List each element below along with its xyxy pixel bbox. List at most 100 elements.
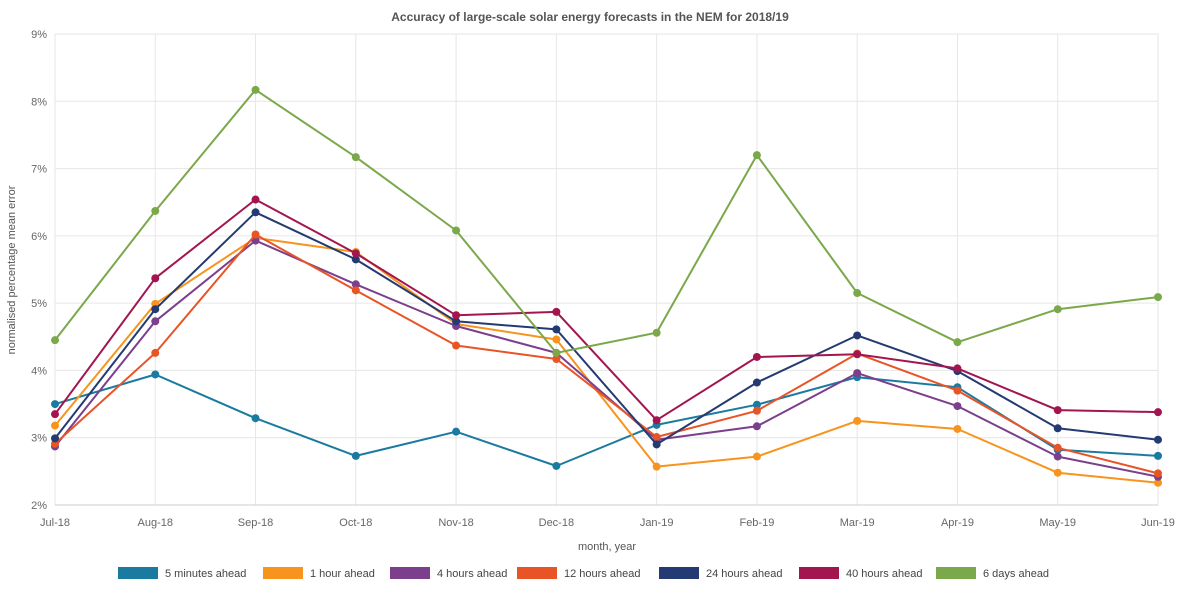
data-point [351, 153, 360, 162]
data-point [1154, 451, 1162, 460]
data-point [853, 369, 862, 378]
legend-label: 40 hours ahead [846, 568, 922, 580]
series-line [54, 198, 1159, 422]
chart-title: Accuracy of large-scale solar energy for… [391, 10, 789, 24]
data-point [151, 274, 160, 283]
data-point [452, 311, 461, 320]
data-point [652, 440, 661, 449]
series-4-hours-ahead [51, 236, 1162, 481]
x-tick-label: Sep-18 [238, 517, 273, 529]
data-point [552, 335, 561, 344]
y-axis-label: normalised percentage mean error [6, 185, 18, 354]
legend-item: 6 days ahead [936, 567, 1049, 580]
series-12-hours-ahead [51, 230, 1162, 478]
y-tick-label: 6% [31, 231, 47, 243]
y-tick-label: 5% [31, 298, 47, 310]
data-point [151, 348, 160, 357]
legend-label: 4 hours ahead [437, 568, 507, 580]
data-point [351, 255, 360, 264]
legend-label: 1 hour ahead [310, 568, 375, 580]
legend-item: 40 hours ahead [799, 567, 922, 580]
data-point [51, 400, 59, 409]
x-tick-label: Oct-18 [339, 517, 372, 529]
data-point [1154, 435, 1162, 444]
x-tick-label: Dec-18 [539, 517, 574, 529]
data-point [351, 280, 360, 289]
data-point [752, 400, 761, 409]
x-axis-ticks: Jul-18 Aug-18 Sep-18 Oct-18 Nov-18 Dec-18 Jan-… [40, 517, 1175, 529]
series-6-days-ahead [51, 85, 1162, 357]
x-tick-label: Jun-19 [1141, 517, 1175, 529]
data-point [953, 402, 962, 411]
data-point [652, 328, 661, 337]
legend-label: 12 hours ahead [564, 568, 640, 580]
legend-label: 5 minutes ahead [165, 568, 246, 580]
grid [54, 33, 1159, 506]
legend-label: 24 hours ahead [706, 568, 782, 580]
data-point [1154, 408, 1162, 417]
data-point [151, 206, 160, 215]
data-point [1053, 452, 1062, 461]
x-tick-label: Jan-19 [640, 517, 674, 529]
legend-item: 1 hour ahead [263, 567, 375, 580]
x-tick-label: Feb-19 [739, 517, 774, 529]
data-point [1053, 305, 1062, 314]
data-point [151, 317, 160, 326]
y-tick-label: 9% [31, 29, 47, 41]
x-axis-label: month, year [578, 541, 636, 553]
data-point [853, 331, 862, 340]
y-axis-ticks: 2% 3% 4% 5% 6% 7% 8% 9% [31, 29, 47, 512]
data-point [552, 354, 561, 363]
data-point [1154, 469, 1162, 478]
y-tick-label: 7% [31, 164, 47, 176]
data-point [452, 427, 461, 436]
data-point [652, 433, 661, 442]
data-point [51, 434, 59, 443]
data-point [1053, 468, 1062, 477]
data-point [752, 406, 761, 415]
data-point [752, 352, 761, 361]
legend: 5 minutes ahead 1 hour ahead 4 hours ahead… [118, 567, 1049, 580]
legend-label: 6 days ahead [983, 568, 1049, 580]
data-point [652, 416, 661, 425]
legend-swatch [517, 567, 557, 579]
x-tick-label: Mar-19 [840, 517, 875, 529]
data-point [452, 226, 461, 235]
data-point [953, 364, 962, 373]
x-tick-label: Aug-18 [138, 517, 173, 529]
data-point [251, 85, 260, 94]
data-point [151, 305, 160, 314]
data-point [652, 462, 661, 471]
data-point [1053, 443, 1062, 452]
y-tick-label: 2% [31, 500, 47, 512]
legend-item: 24 hours ahead [659, 567, 782, 580]
legend-swatch [263, 567, 303, 579]
data-point [251, 208, 260, 217]
data-point [853, 350, 862, 359]
data-point [251, 230, 260, 239]
data-point [752, 452, 761, 461]
series-40-hours-ahead [51, 195, 1162, 425]
x-tick-label: Apr-19 [941, 517, 974, 529]
series-line [54, 211, 1159, 446]
legend-swatch [118, 567, 158, 579]
data-point [1154, 478, 1162, 487]
data-point [953, 386, 962, 395]
data-point [351, 249, 360, 258]
data-point [853, 416, 862, 425]
y-tick-label: 8% [31, 96, 47, 108]
data-point [752, 378, 761, 387]
data-point [1154, 293, 1162, 302]
legend-item: 5 minutes ahead [118, 567, 246, 580]
legend-item: 12 hours ahead [517, 567, 640, 580]
data-point [51, 336, 59, 345]
legend-swatch [936, 567, 976, 579]
y-tick-label: 3% [31, 433, 47, 445]
data-point [251, 414, 260, 423]
series-line [54, 233, 1159, 475]
x-tick-label: Nov-18 [438, 517, 473, 529]
x-tick-label: Jul-18 [40, 517, 70, 529]
data-point [552, 348, 561, 357]
legend-swatch [799, 567, 839, 579]
